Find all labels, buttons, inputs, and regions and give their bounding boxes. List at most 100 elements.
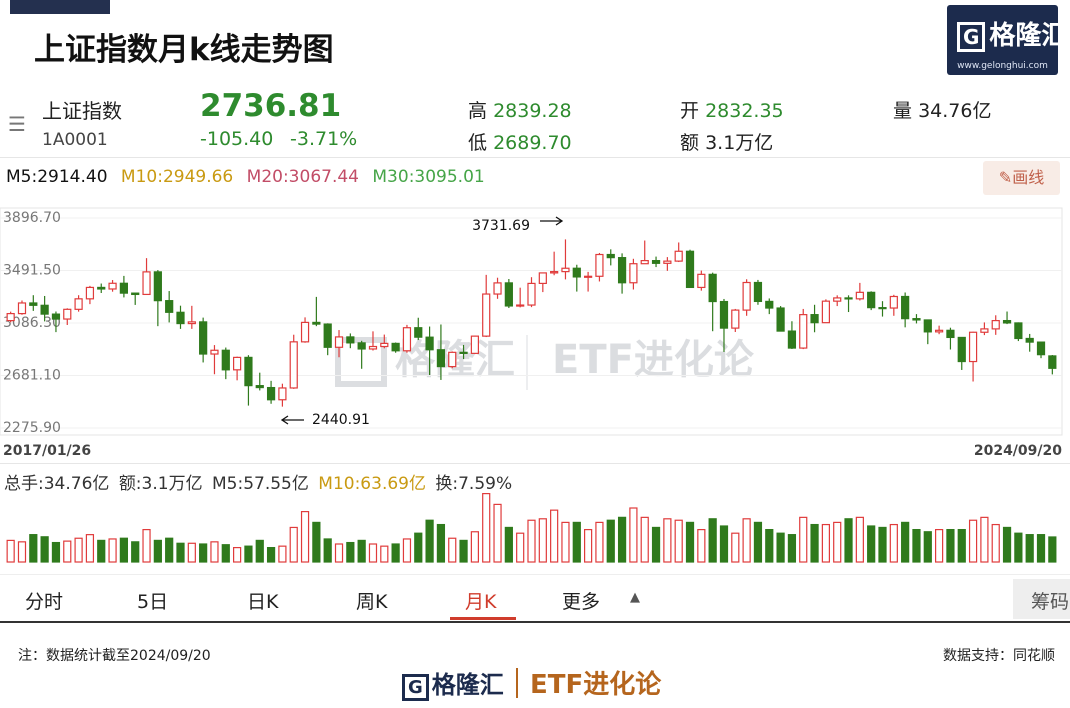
tab[interactable]: 日K bbox=[247, 591, 279, 613]
vol-turnover: 换:7.59% bbox=[435, 474, 513, 494]
candle-body bbox=[323, 323, 332, 348]
volume-bar bbox=[482, 493, 491, 563]
value: 2689.70 bbox=[493, 132, 572, 154]
volume-bar bbox=[810, 523, 819, 563]
volume-bar bbox=[561, 521, 570, 563]
volume-bar bbox=[402, 538, 412, 563]
menu-icon[interactable]: ☰ bbox=[8, 112, 26, 136]
candle-body bbox=[210, 349, 219, 355]
vol-amount: 额:3.1万亿 bbox=[118, 474, 203, 494]
volume-bar bbox=[300, 511, 310, 563]
candle-body bbox=[221, 349, 230, 371]
candle-body bbox=[17, 302, 27, 315]
candle-body bbox=[108, 282, 117, 290]
label: 高 bbox=[468, 100, 488, 122]
candle-body bbox=[346, 336, 355, 344]
volume-bar bbox=[74, 537, 83, 563]
y-tick-label: 2275.90 bbox=[3, 420, 61, 436]
value: 2839.28 bbox=[493, 100, 572, 122]
volume-bar bbox=[153, 539, 162, 563]
footer-logo: G 格隆汇 bbox=[402, 665, 504, 701]
volume-bar bbox=[516, 532, 525, 563]
volume-bar bbox=[584, 528, 593, 563]
footer-sep bbox=[516, 668, 518, 698]
candle-body bbox=[867, 291, 876, 309]
ma-legend: M5:2914.40 M10:2949.66 M20:3067.44 M30:3… bbox=[6, 167, 485, 187]
volume-bar bbox=[436, 523, 446, 563]
candle-body bbox=[380, 342, 389, 348]
stock-name: 上证指数 bbox=[42, 99, 122, 123]
vol-total: 总手:34.76亿 bbox=[4, 474, 110, 494]
volume-bar bbox=[550, 509, 559, 563]
label: 低 bbox=[468, 132, 488, 154]
volume-bar bbox=[357, 539, 366, 563]
y-tick-label: 2681.10 bbox=[3, 368, 61, 384]
volume-bar bbox=[29, 534, 38, 563]
volume-bar bbox=[17, 541, 27, 563]
value: 2832.35 bbox=[705, 100, 784, 122]
candle-body bbox=[516, 304, 525, 307]
candle-body bbox=[63, 308, 72, 320]
candle-body bbox=[855, 291, 864, 300]
draw-button-label: 画线 bbox=[1012, 168, 1045, 187]
divider bbox=[0, 463, 1070, 464]
candle-body bbox=[719, 300, 729, 329]
volume-bar bbox=[935, 528, 944, 563]
more-arrow[interactable]: ▲ bbox=[630, 590, 640, 605]
candle-body bbox=[482, 293, 491, 337]
candle-body bbox=[674, 250, 683, 262]
volume-bar bbox=[346, 541, 355, 563]
tab[interactable]: 周K bbox=[356, 591, 388, 613]
candle-body bbox=[255, 385, 264, 389]
candle-body bbox=[436, 349, 446, 368]
value: 3.1万亿 bbox=[705, 132, 774, 154]
volume-bar bbox=[108, 538, 117, 563]
tab[interactable]: 分时 bbox=[25, 591, 64, 613]
annotation-arrow bbox=[280, 415, 304, 425]
volume-bar bbox=[765, 528, 774, 563]
ma20-legend: M20:3067.44 bbox=[246, 167, 359, 187]
volume-bar bbox=[640, 516, 649, 563]
candle-body bbox=[685, 250, 695, 289]
candle-body bbox=[968, 331, 978, 363]
logo-text: G 格隆汇 bbox=[957, 15, 1067, 52]
candle-body bbox=[97, 286, 106, 290]
candle-body bbox=[6, 312, 15, 322]
candle-body bbox=[244, 356, 253, 387]
label: 开 bbox=[680, 100, 700, 122]
y-tick-label: 3086.30 bbox=[3, 315, 61, 331]
page-title: 上证指数月k线走势图 bbox=[34, 32, 334, 68]
candle-body bbox=[85, 286, 95, 300]
tab-active[interactable]: 月K bbox=[465, 591, 497, 613]
vol-ma5: M5:57.55亿 bbox=[211, 474, 309, 494]
chip-tab-bg[interactable]: 筹码 bbox=[1013, 579, 1070, 619]
volume-bar bbox=[97, 539, 106, 563]
volume-bar bbox=[131, 541, 140, 563]
chip-tab[interactable]: 筹码 bbox=[1031, 591, 1070, 613]
candle-body bbox=[878, 307, 887, 310]
stock-code: 1A0001 bbox=[42, 130, 108, 150]
volume-bar bbox=[538, 518, 547, 563]
annotation-arrow bbox=[540, 216, 564, 226]
volume-bar bbox=[493, 503, 502, 563]
draw-button[interactable]: ✎画线 bbox=[983, 161, 1060, 195]
volume-bar bbox=[572, 521, 581, 563]
plot-frame bbox=[0, 207, 1063, 436]
volume-bar bbox=[685, 521, 695, 563]
top-bar-piece bbox=[10, 0, 110, 14]
tab[interactable]: 更多 bbox=[562, 591, 601, 613]
candle-body bbox=[1002, 319, 1012, 324]
x-tick-label: 2017/01/26 bbox=[3, 443, 91, 459]
candle-body bbox=[402, 327, 412, 352]
candle-body bbox=[1048, 355, 1057, 369]
candle-body bbox=[448, 351, 457, 368]
candle-body bbox=[640, 260, 649, 265]
volume-bar bbox=[391, 543, 400, 563]
candle-body bbox=[923, 319, 932, 333]
candle-body bbox=[1036, 341, 1046, 356]
volume-bar bbox=[1048, 536, 1057, 563]
volume-bar bbox=[821, 523, 830, 563]
volume-bar bbox=[210, 541, 219, 563]
volume-bar bbox=[459, 539, 468, 563]
tab[interactable]: 5日 bbox=[137, 591, 169, 613]
